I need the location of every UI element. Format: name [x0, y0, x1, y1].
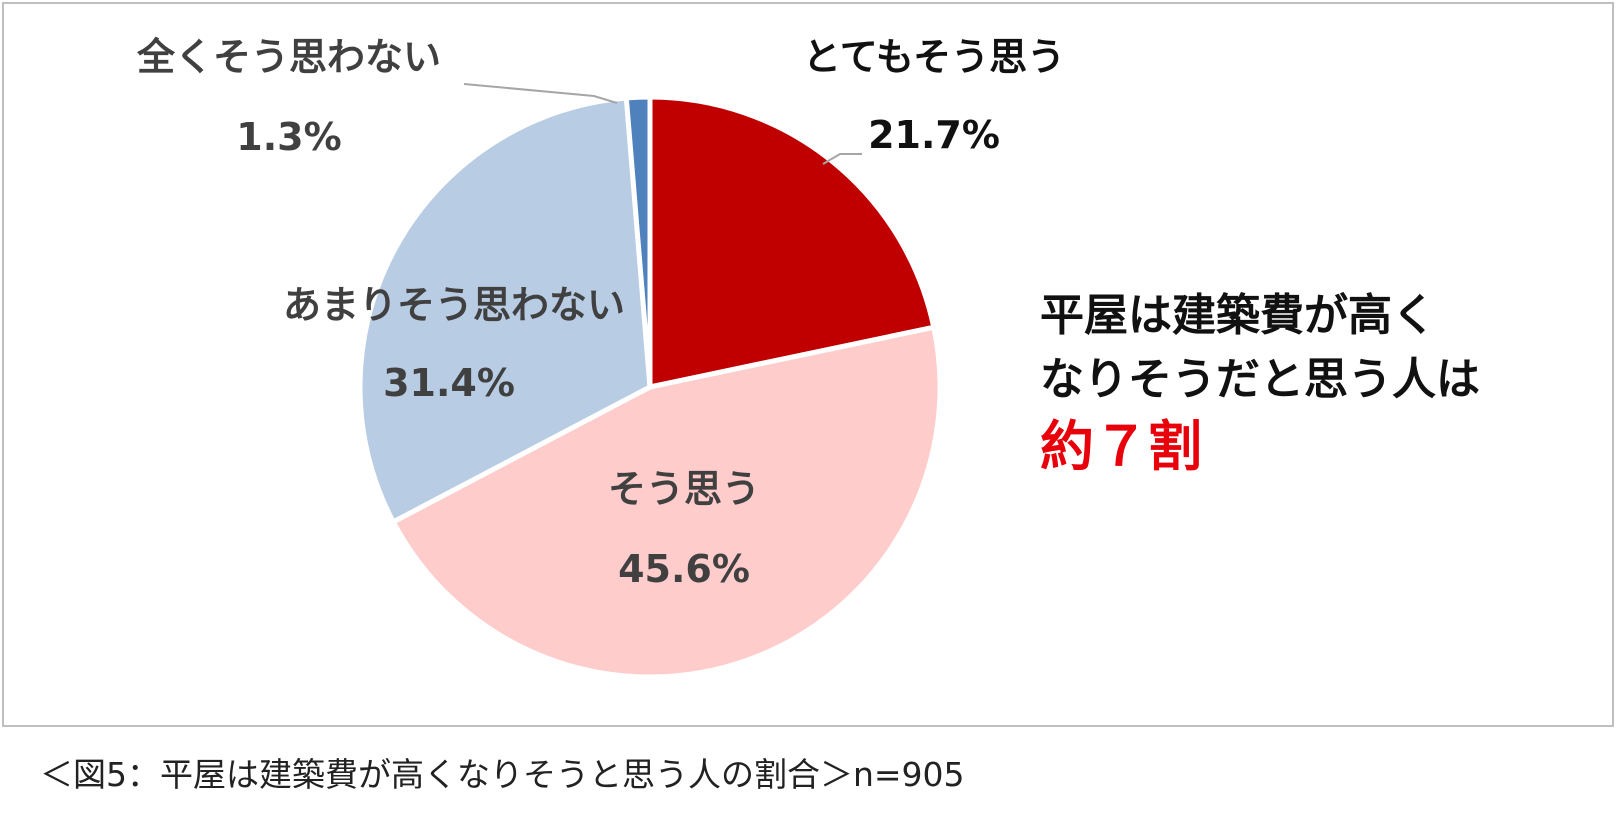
callout-emphasis: 約７割 — [1040, 415, 1202, 478]
callout-text: 平屋は建築費が高く なりそうだと思う人は 約７割 — [1040, 284, 1480, 482]
pie-slice-2 — [357, 95, 653, 525]
pie-slice-1 — [390, 324, 943, 680]
slice-label-0: とてもそう思う — [803, 35, 1065, 79]
leader-line-slice-3 — [463, 83, 618, 104]
pie-chart: とてもそう思う 21.7% そう思う 45.6% あまりそう思わない 31.4%… — [136, 35, 1065, 680]
slice-label-1: そう思う — [608, 467, 760, 511]
slice-value-1: 45.6% — [618, 547, 750, 591]
slice-value-2: 31.4% — [383, 361, 515, 405]
pie-slice-0 — [647, 94, 937, 390]
callout-line-1: 平屋は建築費が高く — [1040, 290, 1436, 341]
pie-slice-3 — [623, 94, 653, 390]
figure-caption: ＜図5：平屋は建築費が高くなりそうと思う人の割合＞n=905 — [40, 755, 965, 794]
slice-label-3: 全くそう思わない — [136, 35, 441, 79]
slice-value-0: 21.7% — [868, 113, 1000, 157]
leader-line-slice-0 — [822, 153, 862, 165]
slice-label-2: あまりそう思わない — [283, 283, 625, 327]
callout-line-2: なりそうだと思う人は — [1040, 354, 1480, 405]
slice-value-3: 1.3% — [236, 115, 341, 159]
chart-frame: とてもそう思う 21.7% そう思う 45.6% あまりそう思わない 31.4%… — [2, 2, 1614, 727]
